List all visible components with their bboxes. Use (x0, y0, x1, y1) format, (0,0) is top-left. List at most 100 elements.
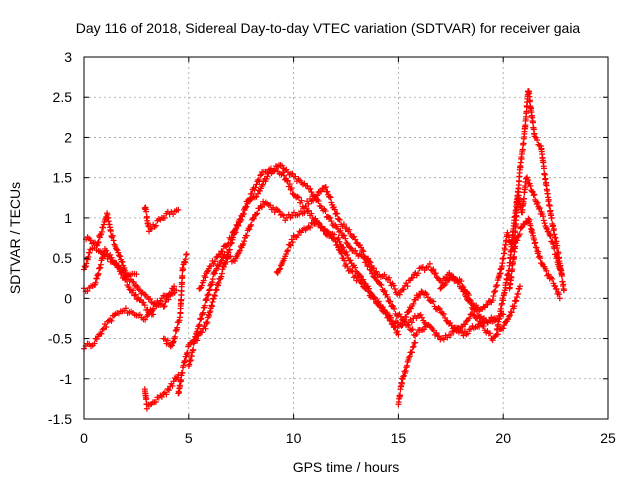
data-point (84, 256, 91, 263)
data-point (458, 278, 465, 285)
data-point (506, 312, 513, 319)
data-point (396, 291, 403, 298)
data-point (412, 339, 419, 346)
data-point (449, 274, 456, 281)
data-point (553, 286, 560, 293)
data-point (248, 221, 255, 228)
data-point (173, 287, 180, 294)
data-point (513, 294, 520, 301)
data-point (183, 251, 190, 258)
data-point (220, 263, 227, 270)
data-point (284, 248, 291, 255)
y-tick-label: 2.5 (53, 89, 73, 105)
data-point (513, 297, 520, 304)
data-point (410, 300, 417, 307)
data-point (178, 377, 185, 384)
data-point (115, 264, 122, 271)
data-point (373, 277, 380, 284)
data-point (425, 263, 432, 270)
data-point (383, 309, 390, 316)
data-point (384, 293, 391, 300)
data-point (558, 271, 565, 278)
data-point (371, 294, 378, 301)
data-point (495, 274, 502, 281)
data-point (280, 212, 287, 219)
data-point (212, 258, 218, 265)
data-point (171, 283, 178, 290)
data-point (132, 291, 139, 298)
data-point (558, 267, 565, 274)
data-point (409, 326, 416, 333)
data-point (540, 213, 547, 220)
data-point (215, 279, 222, 286)
data-point (358, 280, 365, 287)
data-point (322, 184, 329, 191)
data-point (295, 194, 302, 201)
data-point (515, 291, 522, 298)
data-point (501, 287, 508, 294)
data-point (418, 314, 425, 321)
data-point (110, 237, 117, 244)
data-point (409, 274, 416, 281)
y-tick-label: -0.5 (48, 331, 72, 347)
data-point (211, 270, 218, 277)
data-point (423, 291, 430, 298)
data-point (324, 188, 331, 195)
data-point (548, 214, 555, 221)
data-point (494, 331, 501, 338)
data-point (440, 311, 447, 318)
data-point (86, 249, 93, 256)
data-point (151, 223, 158, 230)
data-point (534, 137, 541, 144)
data-point (552, 234, 559, 241)
data-point (160, 303, 167, 310)
data-point (514, 188, 521, 195)
data-point (343, 239, 350, 246)
data-point (475, 321, 482, 328)
data-point (378, 281, 385, 288)
data-point (324, 228, 331, 235)
x-tick-label: 0 (80, 430, 88, 446)
y-tick-label: 0.5 (53, 250, 73, 266)
data-point (363, 285, 370, 292)
data-point (288, 236, 295, 243)
data-point (377, 281, 384, 288)
data-point (209, 276, 216, 283)
data-point (318, 188, 325, 195)
data-point (327, 214, 334, 221)
data-point (164, 337, 171, 344)
y-tick-label: -1.5 (48, 411, 72, 427)
data-point (278, 162, 285, 169)
data-point (213, 254, 220, 261)
data-point (447, 319, 454, 326)
data-point (400, 372, 407, 379)
data-point (505, 234, 512, 241)
data-point (184, 349, 191, 356)
data-point (387, 314, 394, 321)
data-point (182, 358, 189, 365)
x-tick-label: 25 (600, 430, 616, 446)
data-point (518, 224, 525, 231)
data-point (247, 223, 254, 230)
data-point (232, 226, 239, 233)
data-point (360, 248, 367, 255)
data-point (93, 242, 100, 249)
data-point (340, 221, 347, 228)
data-point (344, 263, 351, 270)
data-point (196, 321, 203, 328)
data-point (115, 249, 122, 256)
data-point (307, 185, 314, 192)
data-point (454, 279, 461, 286)
data-point (287, 242, 294, 249)
data-point (417, 311, 424, 318)
data-point (327, 194, 334, 201)
data-point (93, 336, 100, 343)
data-point (403, 280, 410, 287)
data-point (547, 232, 554, 239)
data-point (331, 206, 338, 213)
data-point (280, 169, 287, 176)
data-point (107, 251, 114, 258)
data-point (460, 332, 467, 339)
data-point (169, 382, 176, 389)
data-point (547, 274, 554, 281)
